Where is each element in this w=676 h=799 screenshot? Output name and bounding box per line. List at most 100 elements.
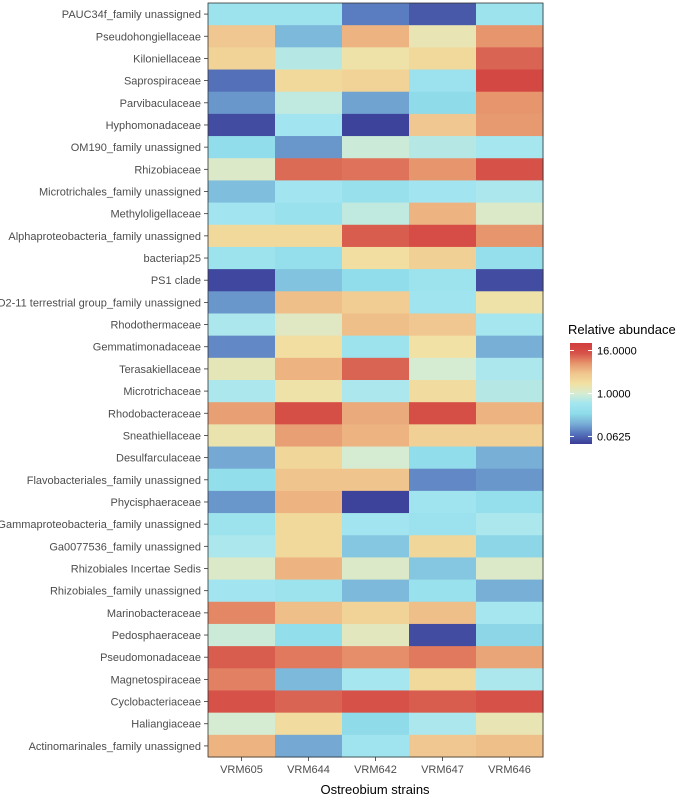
heatmap-cell bbox=[409, 113, 477, 137]
heatmap-cell bbox=[342, 535, 410, 559]
heatmap-cell bbox=[409, 468, 477, 492]
heatmap-cell bbox=[476, 47, 544, 71]
heatmap-cell bbox=[208, 557, 276, 581]
heatmap-cell bbox=[275, 202, 343, 226]
heatmap-cell bbox=[208, 535, 276, 559]
heatmap-cell bbox=[275, 490, 343, 514]
heatmap-cell bbox=[476, 535, 544, 559]
heatmap-cell bbox=[208, 668, 276, 692]
heatmap-cell bbox=[275, 446, 343, 470]
heatmap-cell bbox=[409, 158, 477, 182]
heatmap-cell bbox=[208, 690, 276, 714]
heatmap-cell bbox=[275, 402, 343, 425]
heatmap-cell bbox=[275, 246, 343, 270]
heatmap-cell bbox=[476, 357, 544, 381]
column-label: VRM605 bbox=[220, 764, 263, 776]
row-label: Kiloniellaceae bbox=[133, 53, 201, 65]
heatmap-cell bbox=[342, 47, 410, 71]
heatmap-cell bbox=[275, 136, 343, 159]
heatmap-cell bbox=[275, 158, 343, 182]
heatmap-cell bbox=[342, 113, 410, 137]
heatmap-cell bbox=[409, 424, 477, 448]
heatmap-cell bbox=[208, 513, 276, 536]
heatmap-cell bbox=[342, 690, 410, 714]
heatmap-cell bbox=[409, 446, 477, 470]
heatmap-cell bbox=[409, 246, 477, 270]
heatmap-cell bbox=[208, 202, 276, 226]
heatmap-cell bbox=[275, 623, 343, 647]
heatmap-cell bbox=[476, 623, 544, 647]
heatmap-cell bbox=[476, 91, 544, 115]
heatmap-cell bbox=[342, 646, 410, 669]
heatmap-cell bbox=[208, 468, 276, 492]
heatmap-cell bbox=[342, 490, 410, 514]
heatmap-cell bbox=[275, 712, 343, 736]
heatmap-cell bbox=[208, 380, 276, 403]
row-label: Pseudohongiellaceae bbox=[96, 31, 201, 43]
heatmap-cell bbox=[409, 91, 477, 115]
legend-title: Relative abundace bbox=[568, 322, 676, 337]
heatmap-cell bbox=[476, 335, 544, 359]
heatmap-cell bbox=[342, 335, 410, 359]
heatmap-cell bbox=[409, 402, 477, 425]
heatmap-cell bbox=[275, 601, 343, 625]
heatmap-cell bbox=[342, 712, 410, 736]
heatmap-cell bbox=[476, 402, 544, 425]
heatmap-cell bbox=[208, 402, 276, 425]
heatmap-cell bbox=[476, 202, 544, 226]
heatmap-cell bbox=[275, 269, 343, 292]
row-label: Methyloligellaceae bbox=[111, 209, 202, 221]
heatmap-cell bbox=[275, 557, 343, 581]
row-label: Haliangiaceae bbox=[131, 719, 201, 731]
heatmap-cell bbox=[208, 291, 276, 315]
heatmap-cell bbox=[275, 47, 343, 71]
heatmap-cell bbox=[275, 291, 343, 315]
heatmap-cell bbox=[409, 180, 477, 204]
heatmap-cell bbox=[476, 158, 544, 182]
row-label: Rhizobiaceae bbox=[134, 164, 201, 176]
heatmap-cell bbox=[476, 269, 544, 292]
row-label: Gemmatimonadaceae bbox=[93, 342, 201, 354]
heatmap-cell bbox=[275, 535, 343, 559]
row-label: bacteriap25 bbox=[144, 253, 202, 265]
row-label: Marinobacteraceae bbox=[107, 608, 201, 620]
heatmap-cell bbox=[275, 646, 343, 669]
row-label: Parvibaculaceae bbox=[120, 98, 201, 110]
heatmap-cell bbox=[342, 25, 410, 48]
heatmap-cell bbox=[208, 136, 276, 159]
heatmap-cell bbox=[409, 25, 477, 48]
heatmap-cell bbox=[208, 224, 276, 248]
heatmap-cell bbox=[476, 424, 544, 448]
heatmap-cell bbox=[208, 269, 276, 292]
heatmap-cell bbox=[275, 424, 343, 448]
row-label: Rhizobiales_family unassigned bbox=[50, 586, 201, 598]
heatmap-cell bbox=[208, 623, 276, 647]
heatmap-cell bbox=[208, 91, 276, 115]
heatmap-cell bbox=[409, 380, 477, 403]
heatmap-cell bbox=[409, 3, 477, 26]
column-labels: VRM605 VRM644 VRM642 VRM647 VRM646 bbox=[220, 757, 531, 776]
heatmap-cell bbox=[409, 291, 477, 315]
heatmap-cell bbox=[476, 734, 544, 758]
heatmap-cell bbox=[476, 490, 544, 514]
column-label: VRM647 bbox=[421, 764, 464, 776]
heatmap-cell bbox=[275, 3, 343, 26]
heatmap-cell bbox=[342, 668, 410, 692]
row-label: Sneathiellaceae bbox=[123, 430, 201, 442]
column-label: VRM642 bbox=[354, 764, 397, 776]
heatmap-cell bbox=[342, 424, 410, 448]
heatmap-cell bbox=[275, 224, 343, 248]
column-label: VRM646 bbox=[488, 764, 531, 776]
heatmap-cell bbox=[409, 712, 477, 736]
heatmap-cell bbox=[208, 446, 276, 470]
row-label: Alphaproteobacteria_family unassigned bbox=[8, 231, 201, 243]
row-label: Hyphomonadaceae bbox=[106, 120, 201, 132]
heatmap-cell bbox=[476, 557, 544, 581]
heatmap-cell bbox=[275, 25, 343, 48]
heatmap-cell bbox=[275, 91, 343, 115]
heatmap-cell bbox=[409, 734, 477, 758]
heatmap-cell bbox=[342, 3, 410, 26]
heatmap-cell bbox=[208, 313, 276, 337]
heatmap-cell bbox=[409, 646, 477, 669]
heatmap-cell bbox=[208, 25, 276, 48]
